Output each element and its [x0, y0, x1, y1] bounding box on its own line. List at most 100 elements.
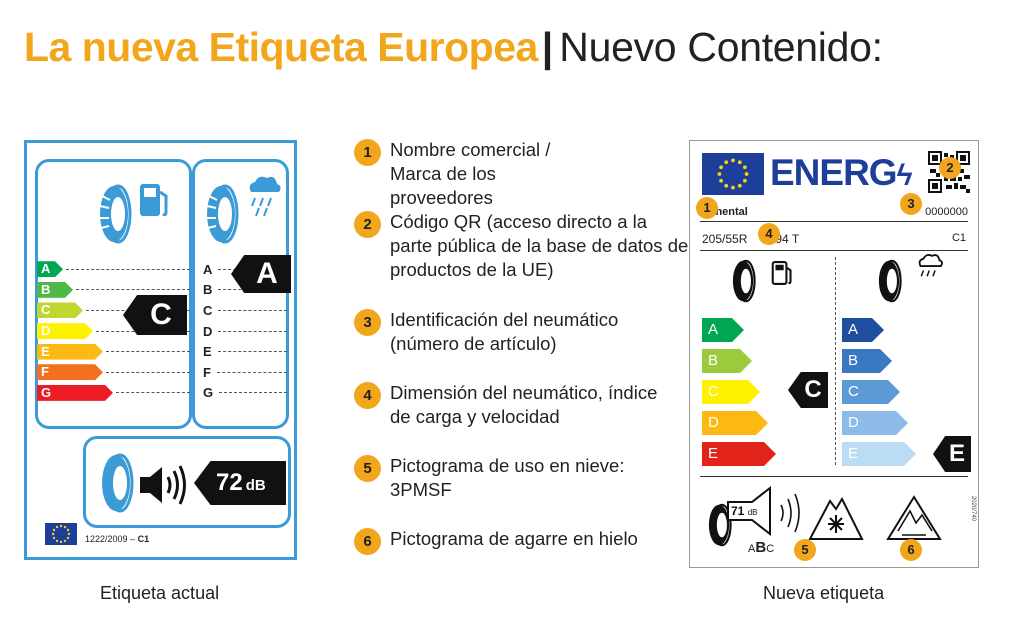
- wet-class-bar: B: [842, 349, 892, 373]
- fuel-efficiency-scale: A B C D E F G: [37, 259, 267, 403]
- fuel-class-bar: A: [37, 261, 63, 277]
- legend-item: 2 Código QR (acceso directo a la parte p…: [354, 210, 690, 282]
- wet-class-letter: C: [203, 302, 213, 318]
- tire-size: 205/55R: [702, 232, 748, 246]
- fuel-class-row: A: [37, 259, 267, 280]
- divider: [700, 476, 968, 477]
- fuel-pump-icon: [140, 184, 168, 217]
- legend-number: 1: [354, 139, 381, 166]
- tire-dimension: 205/55R 94 T: [702, 232, 799, 246]
- legend-text: Pictograma de uso en nieve: 3PMSF: [390, 455, 625, 500]
- marker-2: 2: [939, 157, 961, 179]
- new-label-caption: Nueva etiqueta: [763, 583, 885, 603]
- wet-class-row: F: [203, 362, 287, 383]
- noise-value: 71 dB: [731, 504, 758, 518]
- wet-class-letter: B: [203, 282, 213, 298]
- wet-grip-scale: A B C D E: [842, 318, 917, 473]
- marker-4: 4: [758, 223, 780, 245]
- wet-class-bar: A: [842, 318, 884, 342]
- legend-item: 5 Pictograma de uso en nieve: 3PMSF: [354, 454, 670, 502]
- energy-text: ENERG: [770, 152, 898, 193]
- noise-class: ABC: [748, 539, 774, 556]
- legend-number: 3: [354, 309, 381, 336]
- legend-number: 6: [354, 528, 381, 555]
- wet-class-row: C: [203, 300, 287, 321]
- wet-class-letter: F: [203, 364, 211, 380]
- fuel-class-row: F: [37, 362, 267, 383]
- noise-class-b: B: [755, 539, 767, 556]
- divider: [700, 250, 968, 251]
- fuel-class-bar: E: [702, 442, 776, 466]
- load-speed-index: 94 T: [775, 232, 800, 246]
- wet-class-row: G: [203, 383, 287, 404]
- marker-3: 3: [900, 193, 922, 215]
- fuel-class-row: B: [37, 280, 267, 301]
- fuel-rating-arrow: C: [123, 295, 187, 335]
- marker-6: 6: [900, 539, 922, 561]
- lightning-icon: ϟ: [896, 159, 913, 192]
- wet-class-letter: G: [203, 385, 214, 401]
- wet-class-row: D: [203, 321, 287, 342]
- regulation-text: 1222/2009 – C1: [85, 534, 149, 544]
- fuel-class-bar: A: [702, 318, 744, 342]
- title-separator: |: [541, 24, 554, 70]
- fuel-pump-icon: [771, 261, 792, 285]
- legend-item: 4 Dimensión del neumático, índice de car…: [354, 381, 670, 429]
- noise-class-a: A: [748, 543, 756, 555]
- noise-value-box: 72 dB: [194, 461, 286, 505]
- divider: [835, 257, 836, 465]
- fuel-class-bar: D: [702, 411, 768, 435]
- fuel-class-row: G: [37, 383, 267, 404]
- fuel-class-bar: C: [702, 380, 760, 404]
- wet-class-letter: E: [203, 344, 212, 360]
- divider: [700, 221, 968, 222]
- legend-text: Identificación del neumático (número de …: [390, 309, 619, 354]
- ice-mountain-icon: [886, 495, 942, 540]
- legend-text: Nombre comercial / Marca de los proveedo…: [390, 139, 551, 208]
- regulation-number: 1222/2009 –: [85, 534, 136, 544]
- wet-rating-arrow: E: [933, 436, 971, 472]
- rain-cloud-icon: [249, 176, 281, 217]
- speaker-icon: [727, 486, 771, 536]
- tire-icon: [732, 259, 756, 303]
- article-number: 0000000: [925, 206, 968, 218]
- wet-class-row: E: [203, 341, 287, 362]
- new-label: ENERGϟ ntinental 0000000 205/55R 94 T C1 …: [689, 140, 979, 568]
- fuel-efficiency-scale: A B C D E: [702, 318, 777, 473]
- eu-flag-icon: [702, 153, 764, 195]
- legend-item: 6 Pictograma de agarre en hielo: [354, 527, 690, 555]
- fuel-class-bar: C: [37, 302, 83, 318]
- current-label: A B C D E F G A B C D E F G C A 72 dB 1: [24, 140, 297, 560]
- current-label-caption: Etiqueta actual: [100, 583, 220, 603]
- snowflake-mountain-icon: [808, 496, 864, 540]
- noise-value: 72: [216, 469, 243, 496]
- eu-flag-icon: [45, 523, 77, 545]
- legend-text: Pictograma de agarre en hielo: [390, 528, 638, 549]
- rain-cloud-icon: [918, 254, 943, 277]
- title-rest: Nuevo Contenido:: [559, 24, 883, 70]
- fuel-class-bar: B: [702, 349, 752, 373]
- wet-rating-arrow: A: [231, 255, 291, 293]
- legend-text: Código QR (acceso directo a la parte púb…: [390, 211, 689, 280]
- regulation-class: C1: [137, 534, 150, 544]
- wet-class-letter: D: [203, 323, 213, 339]
- tire-icon: [99, 184, 132, 244]
- noise-panel: 72 dB: [83, 436, 291, 528]
- sound-waves-icon: [780, 493, 800, 533]
- legend-number: 4: [354, 382, 381, 409]
- tire-icon: [206, 184, 239, 244]
- legend-item: 3 Identificación del neumático (número d…: [354, 308, 670, 356]
- legend-number: 2: [354, 211, 381, 238]
- noise-unit: dB: [245, 477, 266, 494]
- legend-item: 1 Nombre comercial / Marca de los provee…: [354, 138, 590, 210]
- regulation-code: 2020/740: [970, 495, 976, 521]
- page-title: La nueva Etiqueta Europea| Nuevo Contenid…: [24, 20, 883, 74]
- marker-5: 5: [794, 539, 816, 561]
- tire-class: C1: [951, 232, 966, 244]
- fuel-class-row: E: [37, 341, 267, 362]
- wet-grip-panel: [192, 159, 289, 429]
- wet-class-bar: D: [842, 411, 908, 435]
- tire-icon: [878, 259, 902, 303]
- energy-logo: ENERGϟ: [770, 149, 913, 200]
- tire-icon: [102, 453, 134, 513]
